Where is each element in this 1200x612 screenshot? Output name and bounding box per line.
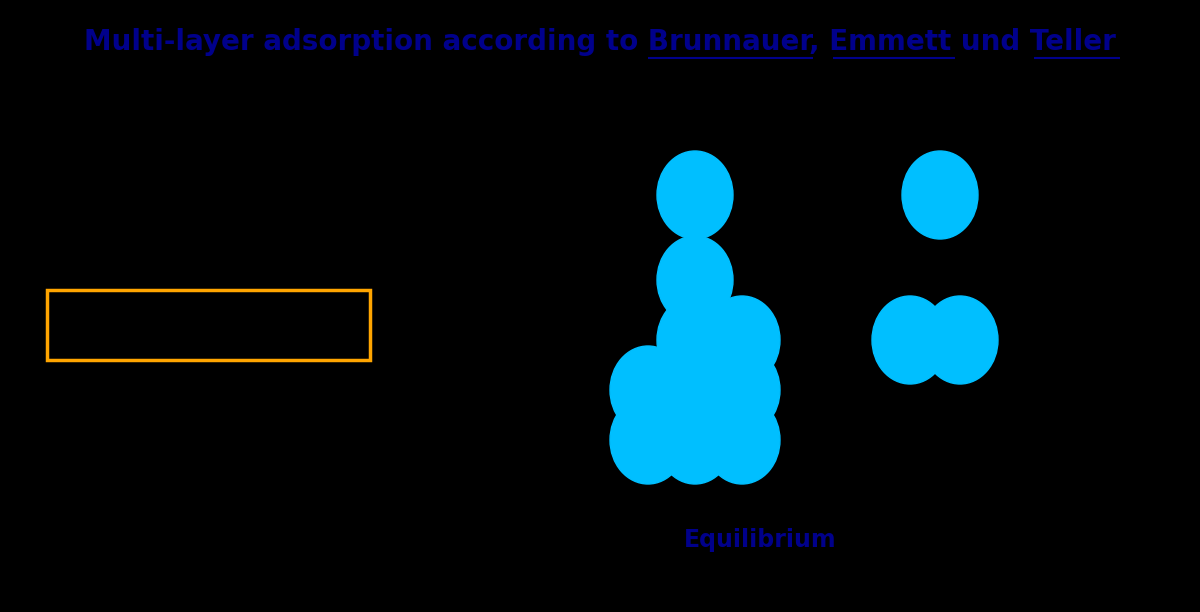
Text: Multi-layer adsorption according to Brunnauer, Emmett und Teller: Multi-layer adsorption according to Brun… bbox=[84, 28, 1116, 56]
Ellipse shape bbox=[658, 396, 733, 484]
Ellipse shape bbox=[872, 296, 948, 384]
Ellipse shape bbox=[922, 296, 998, 384]
Bar bbox=[47, 290, 370, 360]
Ellipse shape bbox=[658, 346, 733, 434]
Ellipse shape bbox=[658, 236, 733, 324]
Text: Equilibrium: Equilibrium bbox=[684, 528, 836, 552]
Ellipse shape bbox=[704, 346, 780, 434]
Ellipse shape bbox=[704, 396, 780, 484]
Ellipse shape bbox=[658, 151, 733, 239]
Ellipse shape bbox=[658, 296, 733, 384]
Ellipse shape bbox=[902, 151, 978, 239]
Ellipse shape bbox=[610, 396, 686, 484]
Ellipse shape bbox=[704, 296, 780, 384]
Ellipse shape bbox=[610, 346, 686, 434]
